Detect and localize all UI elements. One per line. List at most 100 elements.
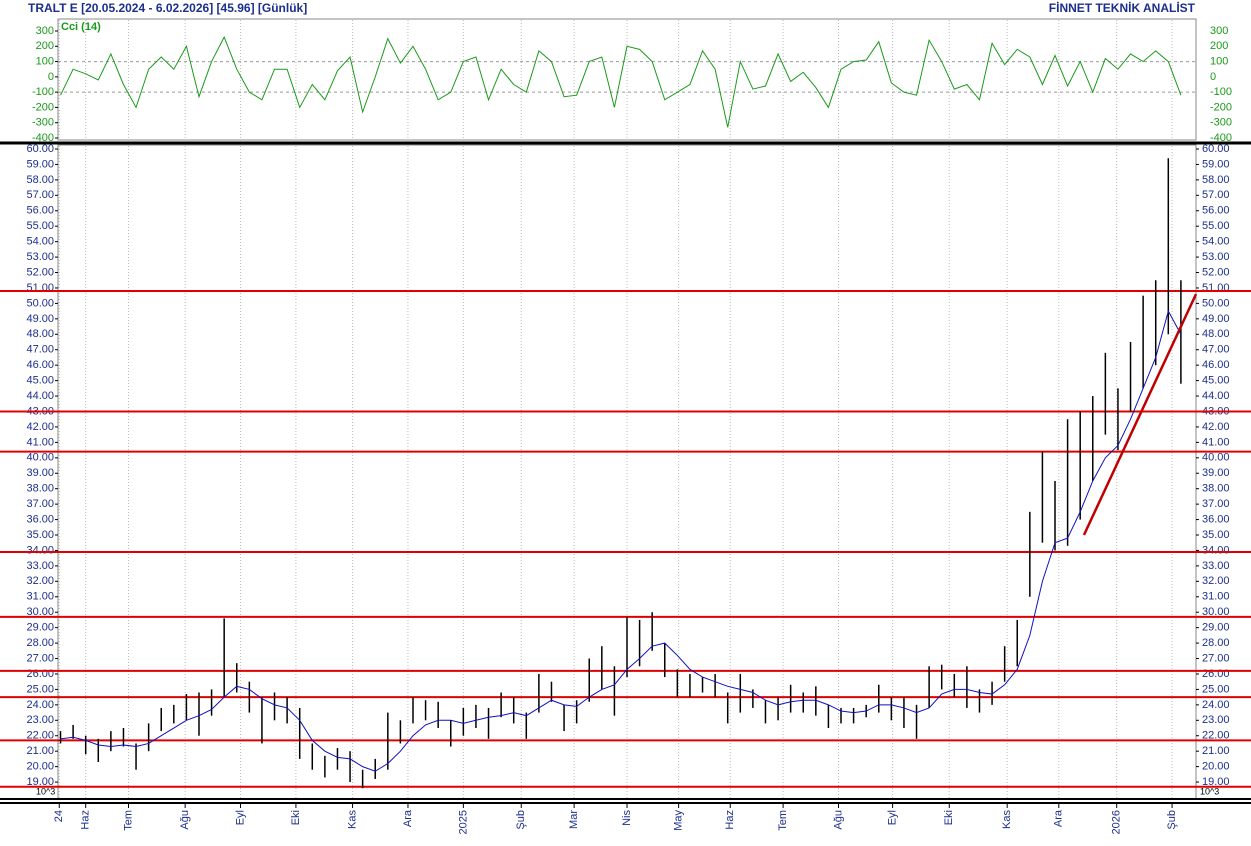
y-tick-label: 35.00 (26, 529, 54, 541)
y-tick-label: -200 (1210, 101, 1232, 113)
y-tick-label: 37.00 (26, 498, 54, 510)
y-tick-label: 27.00 (1202, 652, 1230, 664)
trendline (1082, 293, 1198, 536)
y-tick-label: 22.00 (1202, 730, 1230, 742)
indicator-frame (57, 18, 1197, 141)
x-tick-label: Haz (80, 810, 92, 830)
y-tick-label: 31.00 (1202, 591, 1230, 603)
y-tick-label: 41.00 (1202, 436, 1230, 448)
y-tick-label: 100 (36, 55, 54, 67)
y-tick-label: 40.00 (1202, 452, 1230, 464)
y-tick-label: 36.00 (26, 513, 54, 525)
y-tick-label: 29.00 (26, 622, 54, 634)
y-tick-label: -100 (32, 86, 54, 98)
y-tick-label: 29.00 (1202, 622, 1230, 634)
y-tick-label: 23.00 (1202, 714, 1230, 726)
x-tick-label: 2026 (1111, 810, 1123, 834)
y-tick-label: 20.00 (1202, 761, 1230, 773)
y-tick-label: 38.00 (1202, 483, 1230, 495)
y-tick-label: 51.00 (1202, 282, 1230, 294)
y-tick-label: 32.00 (1202, 575, 1230, 587)
y-tick-label: 34.00 (26, 544, 54, 556)
x-tick-label: Ara (402, 809, 414, 827)
y-tick-label: 58.00 (26, 174, 54, 186)
y-tick-label: 38.00 (26, 483, 54, 495)
y-tick-label: 44.00 (1202, 390, 1230, 402)
y-tick-label: 53.00 (1202, 251, 1230, 263)
y-tick-label: 55.00 (26, 220, 54, 232)
y-tick-label: 34.00 (1202, 544, 1230, 556)
y-tick-label: 25.00 (26, 683, 54, 695)
x-tick-label: Tem (777, 810, 789, 831)
y-tick-label: 54.00 (1202, 236, 1230, 248)
y-tick-label: 0 (48, 71, 54, 83)
y-tick-label: 35.00 (1202, 529, 1230, 541)
y-tick-label: 37.00 (1202, 498, 1230, 510)
y-tick-label: -400 (32, 132, 54, 144)
y-tick-label: 24.00 (26, 699, 54, 711)
y-tick-label: 28.00 (1202, 637, 1230, 649)
x-tick-label: Haz (724, 810, 736, 830)
y-tick-label: -400 (1210, 132, 1232, 144)
y-tick-label: 50.00 (1202, 297, 1230, 309)
x-tick-label: Ağu (832, 810, 844, 830)
x-tick-label: Mar (568, 810, 580, 829)
x-tick-label: Eyl (887, 810, 899, 825)
y-tick-label: -100 (1210, 86, 1232, 98)
y-tick-label: -300 (1210, 117, 1232, 129)
y-tick-label: 21.00 (1202, 745, 1230, 757)
y-tick-label: 19.00 (1202, 776, 1230, 788)
y-tick-label: 59.00 (26, 158, 54, 170)
y-tick-label: 44.00 (26, 390, 54, 402)
y-tick-label: 26.00 (1202, 668, 1230, 680)
y-tick-label: 33.00 (1202, 560, 1230, 572)
x-tick-label: Tem (122, 810, 134, 831)
y-tick-label: 200 (1210, 40, 1228, 52)
x-tick-label: Nis (621, 810, 633, 826)
y-tick-label: 31.00 (26, 591, 54, 603)
y-tick-label: 56.00 (26, 205, 54, 217)
y-tick-label: 55.00 (1202, 220, 1230, 232)
y-tick-label: 20.00 (26, 761, 54, 773)
y-tick-label: 60.00 (26, 143, 54, 155)
y-tick-label: 60.00 (1202, 143, 1230, 155)
x-tick-label: Eyl (234, 810, 246, 825)
y-tick-label: 45.00 (1202, 375, 1230, 387)
y-tick-label: -200 (32, 101, 54, 113)
y-tick-label: 52.00 (1202, 266, 1230, 278)
y-tick-label: 57.00 (1202, 189, 1230, 201)
y-tick-label: 54.00 (26, 236, 54, 248)
y-tick-label: 30.00 (1202, 606, 1230, 618)
x-tick-label: Kas (346, 810, 358, 829)
y-tick-label: 58.00 (1202, 174, 1230, 186)
y-tick-label: 0 (1210, 71, 1216, 83)
y-tick-label: -300 (32, 117, 54, 129)
y-tick-label: 22.00 (26, 730, 54, 742)
y-tick-label: 49.00 (26, 313, 54, 325)
source: FİNNET TEKNİK ANALİST (1049, 0, 1196, 15)
scale-label: 10^3 (1200, 786, 1219, 796)
y-tick-label: 42.00 (26, 421, 54, 433)
y-tick-label: 100 (1210, 55, 1228, 67)
y-tick-label: 25.00 (1202, 683, 1230, 695)
moving-average (60, 309, 1182, 772)
y-tick-label: 30.00 (26, 606, 54, 618)
y-tick-label: 50.00 (26, 297, 54, 309)
x-tick-label: Ağu (179, 810, 191, 830)
x-tick-label: 24 (53, 810, 65, 822)
y-tick-label: 21.00 (26, 745, 54, 757)
x-tick-label: Eki (943, 810, 955, 825)
y-tick-label: 49.00 (1202, 313, 1230, 325)
y-tick-label: 33.00 (26, 560, 54, 572)
y-tick-label: 52.00 (26, 266, 54, 278)
y-tick-label: 47.00 (26, 344, 54, 356)
x-tick-label: Kas (1001, 810, 1013, 829)
y-tick-label: 47.00 (1202, 344, 1230, 356)
y-tick-label: 48.00 (26, 328, 54, 340)
y-tick-label: 45.00 (26, 375, 54, 387)
y-tick-label: 300 (36, 25, 54, 37)
x-tick-label: Eki (290, 810, 302, 825)
y-tick-label: 48.00 (1202, 328, 1230, 340)
